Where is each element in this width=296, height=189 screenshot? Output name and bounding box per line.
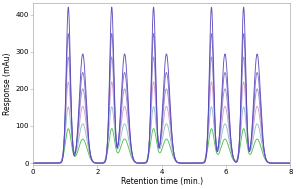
Y-axis label: Response (mAu): Response (mAu) — [4, 53, 12, 115]
X-axis label: Retention time (min.): Retention time (min.) — [120, 177, 203, 186]
